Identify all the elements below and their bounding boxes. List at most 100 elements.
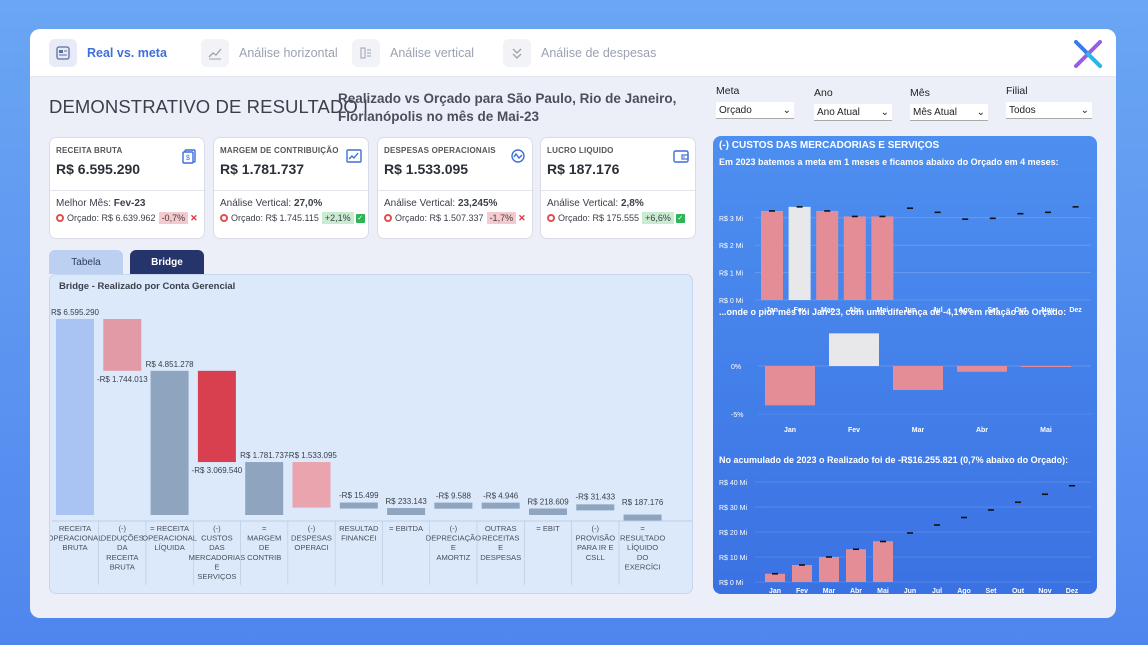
filter-mes: Mês Mês Atual ⌄ [910,87,988,121]
bridge-category-label: DESPESAS [480,553,521,562]
x-tick-label: Fev [796,588,808,595]
bridge-category-label: DESPESAS [291,534,332,543]
bridge-bar [434,502,473,509]
trend-icon [201,39,229,67]
bridge-category-label: = [640,524,645,533]
nav-label: Real vs. meta [87,46,167,60]
variance-bar [957,366,1007,372]
nav-real-vs-meta[interactable]: Real vs. meta [49,39,167,67]
y-tick-label: R$ 20 Mi [719,530,747,537]
bridge-bar [292,462,331,508]
bridge-category-label: MARGEM [247,534,281,543]
kpi-detail-label: Melhor Mês: [56,198,114,209]
bridge-data-label: -R$ 15.499 [339,491,379,500]
cost-bar [816,210,839,300]
bridge-category-label: RECEITAS [482,534,519,543]
cost-bar [871,216,894,300]
filter-meta: Meta Orçado ⌄ [716,85,794,119]
x-tick-label: Out [1012,588,1025,595]
bridge-bar [529,508,567,515]
bridge-category-label: CUSTOS [201,534,233,543]
bridge-data-label: -R$ 31.433 [576,492,616,501]
kpi-value: R$ 6.595.290 [56,161,141,177]
x-tick-label: Fev [848,427,860,434]
nav-analise-horizontal[interactable]: Análise horizontal [201,39,338,67]
cost-bar [788,206,811,300]
x-tick-label: Set [987,307,999,314]
nav-analise-despesas[interactable]: Análise de despesas [503,39,656,67]
bridge-data-label: R$ 4.851.278 [146,360,195,369]
kpi-detail-label: Análise Vertical: [384,198,458,209]
kpi-detail: Análise Vertical: 23,245% [384,198,497,209]
filter-value: Orçado [719,104,752,116]
y-tick-label: R$ 0 Mi [719,580,744,587]
variance-bar [1021,366,1071,367]
bridge-category-label: LÍQUIDA [154,543,185,552]
filter-mes-select[interactable]: Mês Atual ⌄ [910,104,988,121]
x-tick-label: Set [986,588,998,595]
bridge-bar [576,504,615,511]
bridge-category-label: RESULTADO [620,534,665,543]
delta-badge: +2,1% [321,212,354,224]
cumulative-bar [765,573,785,582]
bridge-category-label: OUTRAS [485,524,517,533]
chart3-subtitle: No acumulado de 2023 o Realizado foi de … [719,455,1069,465]
kpi-budget: Orçado: R$ 175.555 +6,6% ✓ [547,212,685,224]
filter-filial-select[interactable]: Todos ⌄ [1006,102,1092,119]
chart1-subtitle: Em 2023 batemos a meta em 1 meses e fica… [719,157,1059,167]
bridge-category-label: FINANCEI [341,534,376,543]
bridge-chart-title: Bridge - Realizado por Conta Gerencial [59,281,235,292]
kpi-divider [378,190,532,191]
kpi-budget-value: Orçado: R$ 1.507.337 [395,213,484,223]
page-title: DEMONSTRATIVO DE RESULTADO | [49,96,369,117]
report-icon [49,39,77,67]
variance-bar [893,366,943,390]
bridge-bar [245,462,284,515]
chevron-down-icon: ⌄ [976,106,985,118]
bridge-category-label: E [498,543,503,552]
bridge-data-label: -R$ 9.588 [436,491,472,500]
filter-label: Ano [814,87,833,99]
bridge-bar [481,502,520,509]
tab-bridge[interactable]: Bridge [130,250,204,274]
columns-icon [352,39,380,67]
y-tick-label: R$ 0 Mi [719,298,744,305]
chart2-subtitle: ...onde o pior mês foi Jan-23, com uma d… [719,307,1067,317]
filter-meta-select[interactable]: Orçado ⌄ [716,102,794,119]
variance-chart: 0% -5% Jan Fev Mar Abr Mai [731,333,1091,434]
kpi-detail-value: 2,8% [620,198,644,209]
kpi-value: R$ 1.781.737 [220,161,305,177]
bridge-category-label: DEPRECIAÇÃO [426,534,481,543]
x-tick-label: Mar [823,588,836,595]
kpi-detail-label: Análise Vertical: [547,198,621,209]
x-tick-label: Dez [1069,307,1082,314]
kpi-card: LUCRO LIQUIDO R$ 187.176 Análise Vertical:… [540,137,696,239]
x-tick-label: Abr [850,588,862,595]
bridge-data-label: R$ 187.176 [622,498,664,507]
filter-ano-select[interactable]: Ano Atual ⌄ [814,104,892,121]
variance-bar [829,333,879,366]
target-icon [384,214,392,222]
kpi-label: LUCRO LIQUIDO [547,146,614,155]
y-tick-label: R$ 1 Mi [719,271,744,278]
nav-analise-vertical[interactable]: Análise vertical [352,39,474,67]
bridge-category-label: EXERCÍCI [625,562,661,571]
top-navigation: Real vs. meta Análise horizontal Análise… [30,29,1116,77]
filter-label: Meta [716,85,740,97]
x-tick-label: Out [1014,307,1027,314]
kpi-card: RECEITA BRUTA R$ 6.595.290 $ Melhor Mês: Fe… [49,137,205,239]
x-tick-label: Ago [957,588,971,595]
bridge-category-label: PROVISÃO [575,534,615,543]
close-icon: ✕ [518,212,526,223]
chevron-down-icon: ⌄ [782,104,791,116]
bridge-category-label: BRUTA [62,543,88,552]
bridge-data-label: R$ 6.595.290 [51,308,100,317]
cycle-icon [510,148,526,164]
cost-bar [761,210,783,300]
y-tick-label: R$ 40 Mi [719,480,747,487]
cumulative-chart: R$ 0 Mi R$ 10 Mi R$ 20 Mi R$ 30 Mi R$ 40 Mi J… [719,480,1091,595]
chart-up-icon [346,148,362,164]
bridge-data-label: -R$ 4.946 [483,492,519,501]
tab-tabela[interactable]: Tabela [49,250,123,274]
x-tick-label: Nov [1041,307,1054,314]
